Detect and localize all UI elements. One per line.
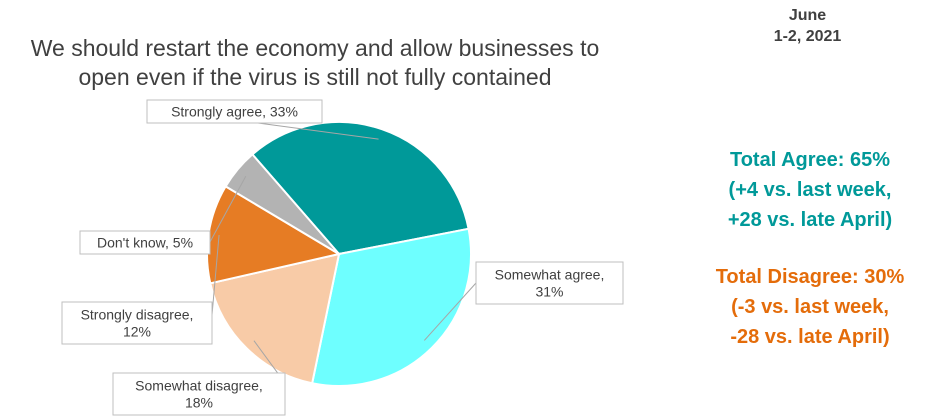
total-agree-line-1: Total Agree: 65% [729,149,891,171]
slice-label-strongly-disagree: Strongly disagree, [81,307,194,323]
total-disagree-line-2: (-3 vs. last week, [731,296,889,318]
total-agree-summary: Total Agree: 65% (+4 vs. last week, +28 … [690,145,930,235]
leader-line-strongly-agree [257,122,379,140]
label-box-strongly-disagree [61,301,213,345]
label-box-somewhat-agree [475,261,624,305]
total-agree-line-2: (+4 vs. last week, [728,179,892,201]
slice-label-strongly-disagree: 12% [123,324,151,340]
pie-slice-somewhat-agree [310,227,472,387]
total-disagree-line-3: -28 vs. late April) [730,326,890,348]
survey-date-line-1: June [788,7,827,24]
pie-slice-dont-know [224,152,340,255]
label-box-dont-know [79,230,211,255]
slice-label-somewhat-agree: 31% [535,284,563,300]
pie-slice-strongly-agree [250,121,470,256]
total-agree-line-3: +28 vs. late April) [727,209,893,231]
chart-title: We should restart the economy and allow … [0,34,630,92]
survey-date-line-2: 1-2, 2021 [773,28,842,45]
leader-line-dont-know [209,175,247,243]
survey-date: June 1-2, 2021 [745,5,870,47]
chart-title-line-1: We should restart the economy and allow … [30,35,600,61]
label-box-somewhat-disagree [112,372,286,416]
label-box-strongly-agree [146,99,323,124]
leader-line-somewhat-agree [423,282,477,341]
total-disagree-summary: Total Disagree: 30% (-3 vs. last week, -… [690,262,930,352]
slice-label-somewhat-agree: Somewhat agree, [495,267,605,283]
slice-label-strongly-agree: Strongly agree, 33% [171,104,298,120]
slice-label-somewhat-disagree: 18% [185,395,213,411]
slice-label-somewhat-disagree: Somewhat disagree, [135,378,263,394]
leader-line-strongly-disagree [211,234,220,316]
slice-label-dont-know: Don't know, 5% [97,235,193,251]
chart-title-line-2: open even if the virus is still not full… [78,64,552,90]
total-disagree-line-1: Total Disagree: 30% [715,266,905,288]
